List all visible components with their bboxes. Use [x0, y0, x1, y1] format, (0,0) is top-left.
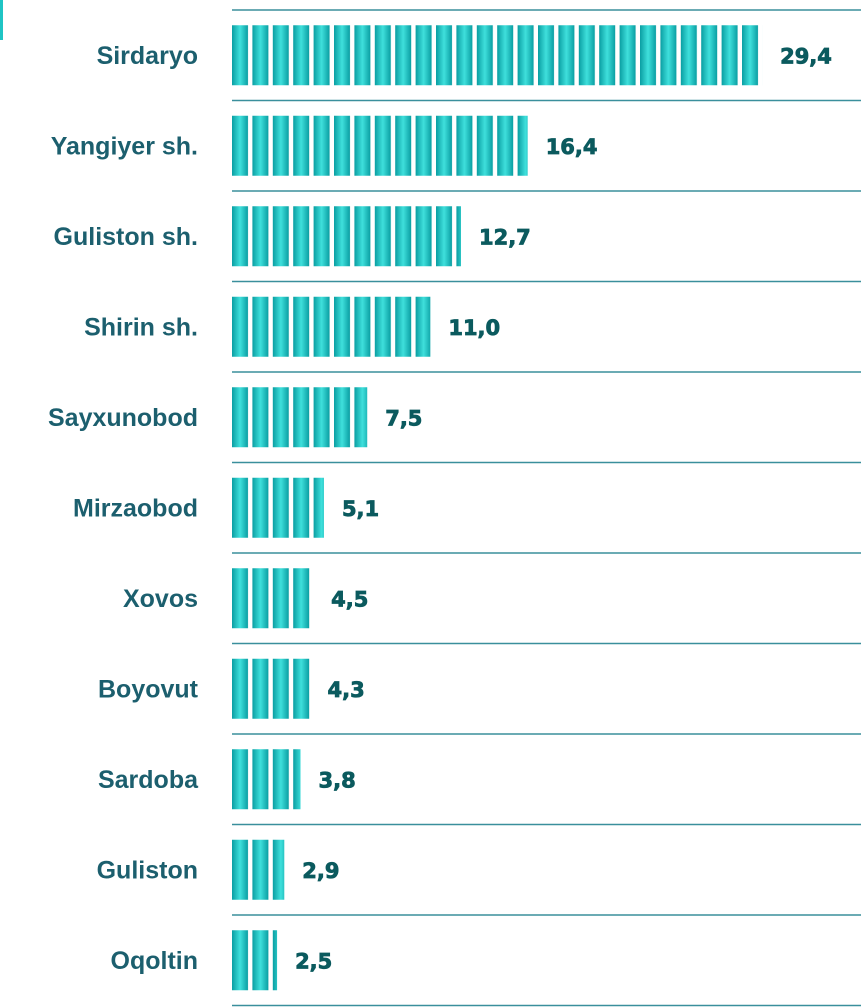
bar [232, 658, 310, 719]
value-label: 3,8 [319, 768, 356, 792]
category-label: Shirin sh. [84, 313, 198, 341]
bar [232, 477, 324, 538]
bar [232, 115, 528, 176]
bar [232, 25, 763, 86]
category-label: Sayxunobod [48, 404, 198, 432]
bar [232, 387, 368, 448]
bar [232, 749, 301, 810]
value-label: 11,0 [448, 316, 500, 340]
bar [232, 930, 278, 991]
bar [232, 839, 285, 900]
value-label: 4,3 [328, 678, 365, 702]
value-label: 2,5 [295, 949, 332, 973]
category-label: Guliston sh. [54, 223, 198, 251]
value-label: 12,7 [479, 225, 531, 249]
value-label: 16,4 [546, 135, 598, 159]
value-label: 5,1 [342, 497, 379, 521]
value-label: 2,9 [302, 859, 339, 883]
value-label: 4,5 [331, 587, 368, 611]
edge-accent [0, 0, 3, 40]
bar [232, 296, 431, 357]
category-label: Mirzaobod [73, 494, 198, 522]
category-label: Oqoltin [111, 947, 198, 975]
category-label: Guliston [97, 856, 198, 884]
category-label: Sirdaryo [97, 42, 198, 70]
bar [232, 568, 314, 629]
category-label: Xovos [123, 585, 198, 613]
category-label: Boyovut [98, 675, 199, 703]
bar [232, 206, 461, 267]
category-label: Sardoba [98, 766, 199, 794]
category-label: Yangiyer sh. [51, 132, 198, 160]
value-label: 29,4 [780, 44, 832, 68]
value-label: 7,5 [385, 406, 422, 430]
